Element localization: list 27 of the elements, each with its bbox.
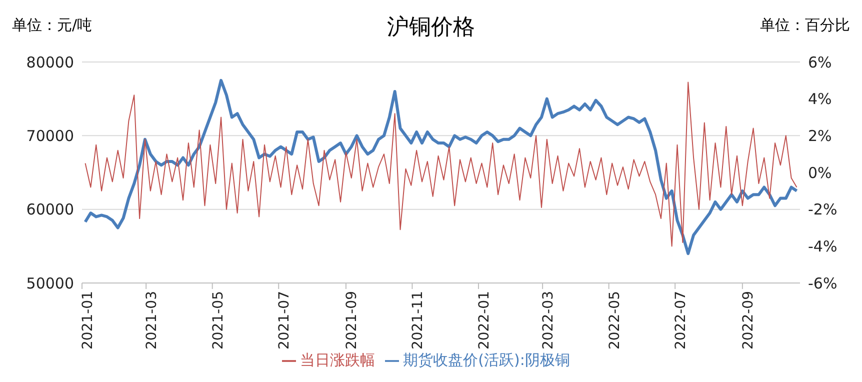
text: 单位：百分比 — [760, 16, 850, 35]
x-tick-label: 2022-03 — [540, 291, 557, 350]
y-tick-label: 60000 — [26, 200, 74, 219]
x-tick-label: 2021-03 — [144, 291, 160, 350]
y2-tick-label: -6% — [808, 274, 838, 292]
x-tick-label: 2022-09 — [740, 291, 756, 350]
x-tick-label: 2021-01 — [80, 291, 96, 350]
x-tick-label: 2022-07 — [673, 291, 690, 350]
x-tick-label: 2021-11 — [410, 291, 426, 350]
x-tick-label: 2022-01 — [476, 291, 492, 350]
y-tick-label: 70000 — [26, 126, 74, 145]
y2-tick-label: 0% — [808, 164, 832, 182]
y2-tick-label: -2% — [808, 200, 838, 219]
text: 单位：元/吨 — [12, 16, 92, 35]
y-tick-label: 50000 — [26, 274, 74, 292]
x-tick-label: 2022-05 — [606, 291, 623, 350]
x-tick-label: 2021-09 — [344, 291, 360, 350]
legend-label: 当日涨跌幅 — [300, 351, 376, 369]
y2-tick-label: 6% — [808, 53, 832, 72]
x-tick-label: 2021-05 — [210, 291, 226, 350]
y2-tick-label: -4% — [808, 237, 838, 256]
x-tick-label: 2021-07 — [276, 291, 293, 350]
chart-title: 沪铜价格 — [387, 15, 475, 40]
y2-tick-label: 2% — [808, 126, 832, 145]
y2-tick-label: 4% — [808, 90, 832, 108]
y-tick-label: 80000 — [26, 53, 74, 72]
legend-label: 期货收盘价(活跃):阴极铜 — [403, 351, 570, 369]
